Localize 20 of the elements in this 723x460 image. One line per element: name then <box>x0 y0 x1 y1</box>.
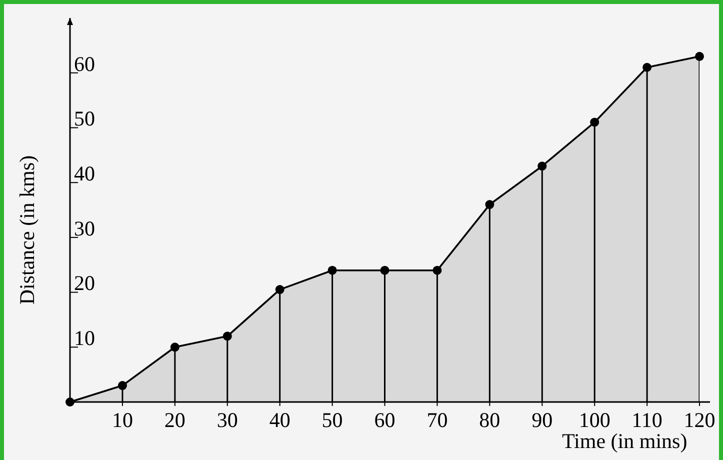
y-tick-label: 10 <box>74 326 95 350</box>
x-tick-label: 20 <box>164 408 186 432</box>
x-tick-label: 120 <box>684 408 716 432</box>
x-tick-label: 70 <box>426 408 448 432</box>
x-tick-label: 40 <box>269 408 290 432</box>
x-tick-label: 10 <box>112 408 133 432</box>
x-tick-label: 110 <box>632 408 662 432</box>
y-axis-title: Distance (in kms) <box>15 155 39 305</box>
y-tick-label: 40 <box>74 161 95 186</box>
x-tick-label: 80 <box>479 408 500 432</box>
x-tick-label: 50 <box>322 408 343 432</box>
x-tick-label: 100 <box>578 408 610 432</box>
y-tick-label: 60 <box>74 52 95 76</box>
x-axis-title: Time (in mins) <box>562 429 688 453</box>
y-tick-label: 20 <box>74 271 95 296</box>
x-tick-label: 90 <box>532 408 553 432</box>
y-tick-label: 50 <box>74 106 95 131</box>
x-tick-label: 60 <box>374 408 396 432</box>
x-tick-label: 30 <box>216 408 238 432</box>
y-tick-label: 30 <box>74 216 95 240</box>
